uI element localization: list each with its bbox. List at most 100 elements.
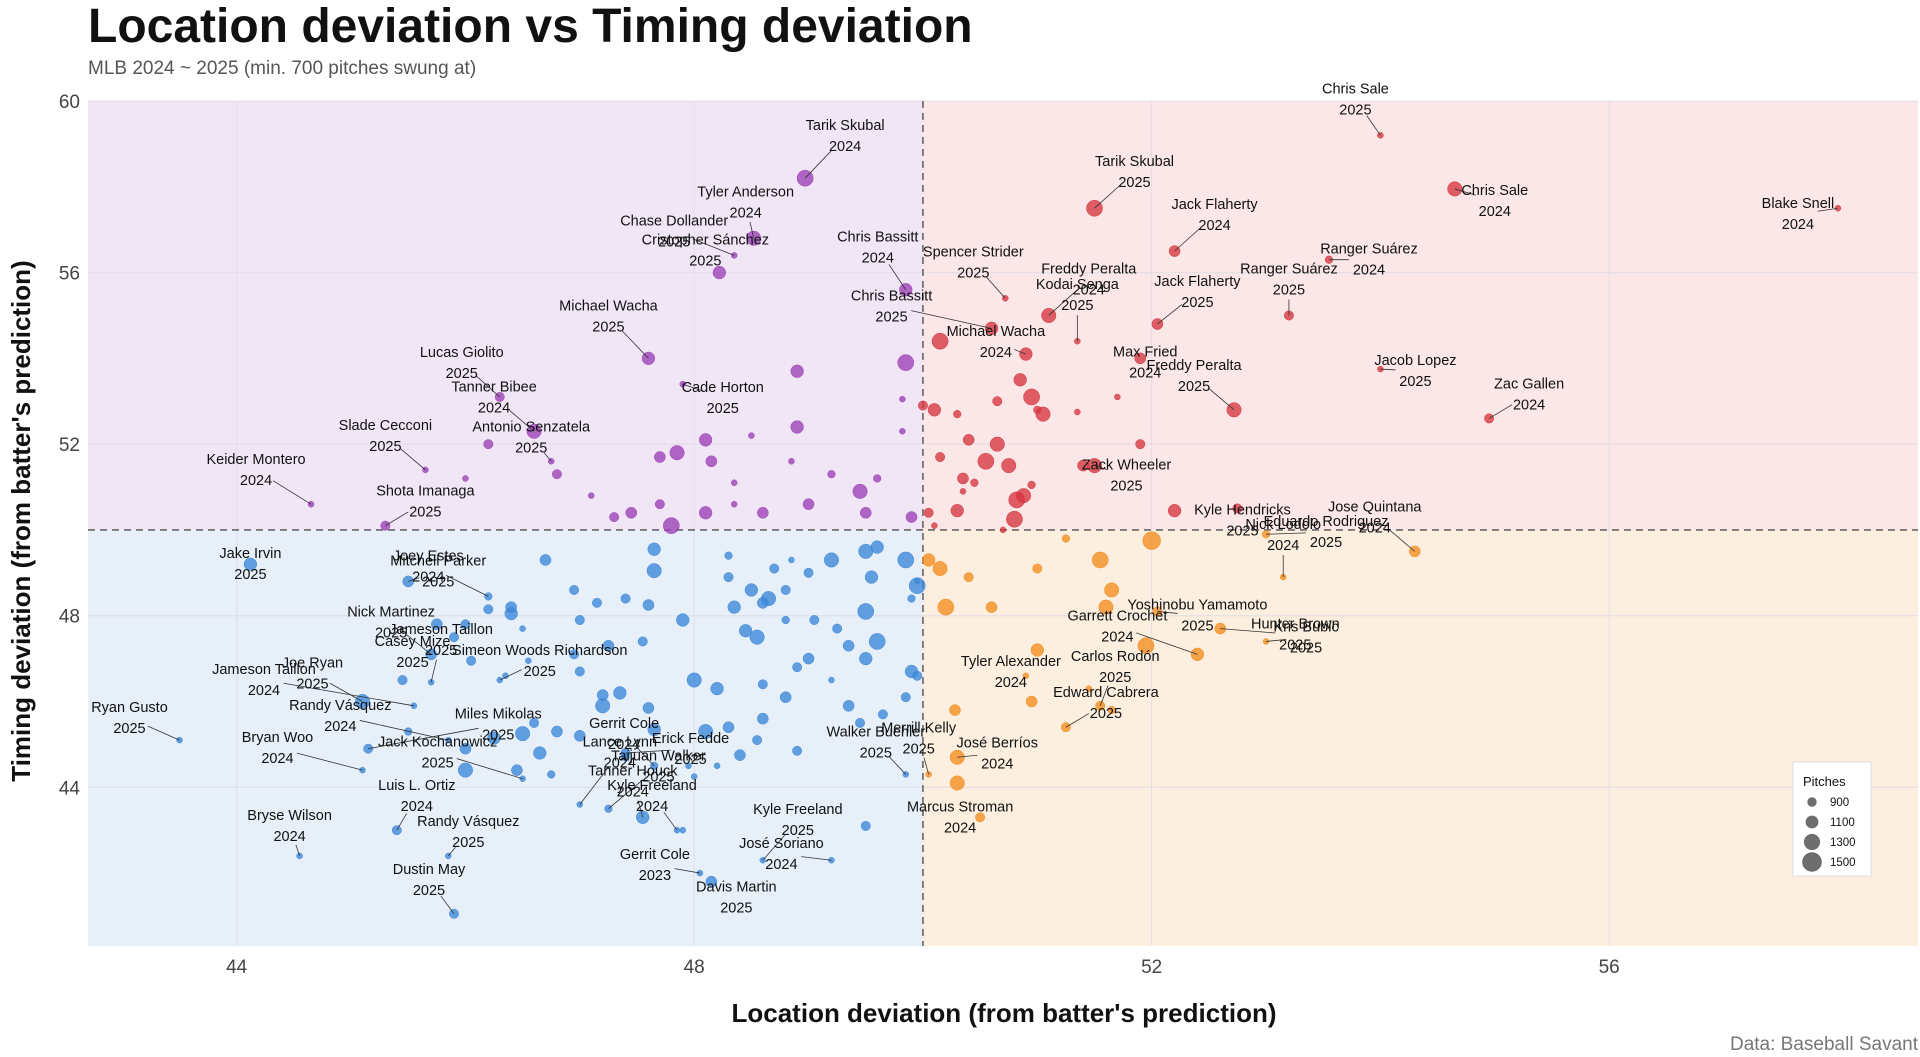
point-label-year: 2025 bbox=[1110, 479, 1142, 495]
y-tick-label: 44 bbox=[59, 778, 81, 799]
label-leader-line bbox=[447, 847, 456, 857]
label-leader-line bbox=[1488, 404, 1513, 419]
point-label-year: 2024 bbox=[1198, 218, 1230, 234]
data-point bbox=[698, 506, 713, 520]
point-label-year: 2025 bbox=[113, 721, 145, 737]
y-axis-label: Timing deviation (from batter's predicti… bbox=[6, 260, 36, 781]
point-label-name: Freddy Peralta bbox=[1146, 358, 1242, 374]
data-point bbox=[1013, 373, 1027, 387]
label-leader-line bbox=[889, 756, 907, 775]
data-point bbox=[957, 472, 969, 485]
label-leader-line bbox=[499, 669, 522, 681]
data-point bbox=[937, 598, 955, 616]
point-label-year: 2025 bbox=[234, 567, 266, 583]
label-leader-line bbox=[1014, 349, 1027, 355]
data-point bbox=[959, 488, 967, 495]
point-label-name: Randy Vásquez bbox=[289, 698, 391, 714]
data-point bbox=[858, 543, 874, 559]
data-point bbox=[1151, 318, 1164, 330]
data-point bbox=[792, 745, 803, 756]
data-point bbox=[487, 731, 501, 745]
chart-title: Location deviation vs Timing deviation bbox=[88, 0, 973, 53]
data-point bbox=[734, 749, 746, 761]
data-point bbox=[609, 512, 620, 523]
point-label-name: Jack Kochanowicz bbox=[378, 735, 497, 751]
x-axis-ticks: 44 48 52 56 bbox=[226, 957, 1620, 978]
point-label-year: 2025 bbox=[1178, 379, 1210, 395]
quadrant-bottom-right bbox=[922, 529, 1918, 946]
point-label-year: 2024 bbox=[862, 251, 894, 267]
data-points bbox=[176, 132, 1842, 919]
legend-size-marker bbox=[1805, 815, 1819, 829]
data-point bbox=[459, 742, 472, 755]
label-leader-line bbox=[923, 757, 930, 775]
point-label-name: Jameson Taillon bbox=[212, 662, 316, 678]
data-point bbox=[686, 672, 702, 688]
data-point bbox=[748, 432, 755, 439]
data-point bbox=[900, 692, 911, 703]
point-label-year: 2024 bbox=[324, 719, 356, 735]
point-label-year: 2025 bbox=[421, 756, 453, 772]
data-point bbox=[547, 770, 556, 779]
data-point bbox=[802, 652, 815, 665]
data-point bbox=[449, 632, 459, 643]
y-tick-label: 56 bbox=[59, 264, 80, 285]
point-label-year: 2024 bbox=[730, 205, 762, 221]
label-leader-line bbox=[682, 383, 705, 392]
point-label-year: 2025 bbox=[1181, 618, 1213, 634]
point-label-year: 2024 bbox=[1513, 397, 1545, 413]
point-label-name: Joe Ryan bbox=[282, 656, 343, 672]
quadrant-bottom-left bbox=[88, 529, 923, 946]
data-point bbox=[722, 721, 735, 734]
point-label-name: Hunter Brown bbox=[1251, 617, 1340, 633]
point-label-year: 2024 bbox=[829, 139, 861, 155]
data-point bbox=[788, 458, 795, 465]
point-label-year: 2025 bbox=[452, 835, 484, 851]
data-point bbox=[757, 712, 769, 725]
point-label-name: Casey Mize bbox=[375, 634, 451, 650]
point-label-year: 2024 bbox=[608, 737, 640, 753]
data-point bbox=[949, 704, 961, 716]
x-axis-label: Location deviation (from batter's predic… bbox=[732, 998, 1277, 1028]
label-leader-line bbox=[888, 264, 907, 290]
data-point bbox=[705, 875, 718, 888]
point-label-name: Bryan Woo bbox=[242, 730, 313, 746]
label-leader-line bbox=[509, 409, 535, 432]
legend-size-marker bbox=[1803, 833, 1821, 851]
data-point bbox=[519, 625, 526, 632]
data-point bbox=[483, 439, 494, 450]
x-tick-label: 48 bbox=[684, 957, 705, 978]
data-point bbox=[852, 483, 868, 499]
data-point bbox=[662, 517, 680, 534]
point-label-name: Kyle Freeland bbox=[753, 802, 842, 818]
point-label-year: 2024 bbox=[478, 400, 510, 416]
label-leader-line bbox=[762, 835, 785, 861]
caption: Data: Baseball Savant bbox=[1730, 1034, 1919, 1055]
data-point bbox=[484, 592, 493, 601]
data-point bbox=[860, 820, 871, 831]
label-leader-line bbox=[446, 575, 489, 597]
data-point bbox=[873, 474, 882, 483]
data-point bbox=[977, 452, 995, 470]
point-label-name: Gerrit Cole bbox=[589, 716, 659, 732]
data-point bbox=[685, 762, 692, 770]
y-tick-label: 52 bbox=[59, 435, 80, 456]
data-point bbox=[757, 506, 769, 519]
point-label-year: 2024 bbox=[1359, 520, 1391, 536]
data-point bbox=[654, 499, 665, 510]
data-point bbox=[646, 563, 662, 579]
label-leader-line bbox=[1366, 115, 1381, 136]
data-point bbox=[780, 585, 791, 595]
point-label-name: Jack Flaherty bbox=[1171, 197, 1258, 213]
data-point bbox=[642, 599, 655, 611]
data-point bbox=[897, 354, 915, 371]
data-point bbox=[592, 597, 602, 608]
point-label-year: 2025 bbox=[1181, 295, 1213, 311]
data-point bbox=[457, 762, 473, 778]
point-label-name: Michael Wacha bbox=[559, 298, 659, 314]
point-label-name: Eduardo Rodriguez bbox=[1264, 514, 1389, 530]
data-point bbox=[739, 624, 753, 638]
point-label-name: Chase Dollander bbox=[620, 213, 728, 229]
data-point bbox=[466, 655, 477, 666]
data-point bbox=[502, 672, 509, 680]
